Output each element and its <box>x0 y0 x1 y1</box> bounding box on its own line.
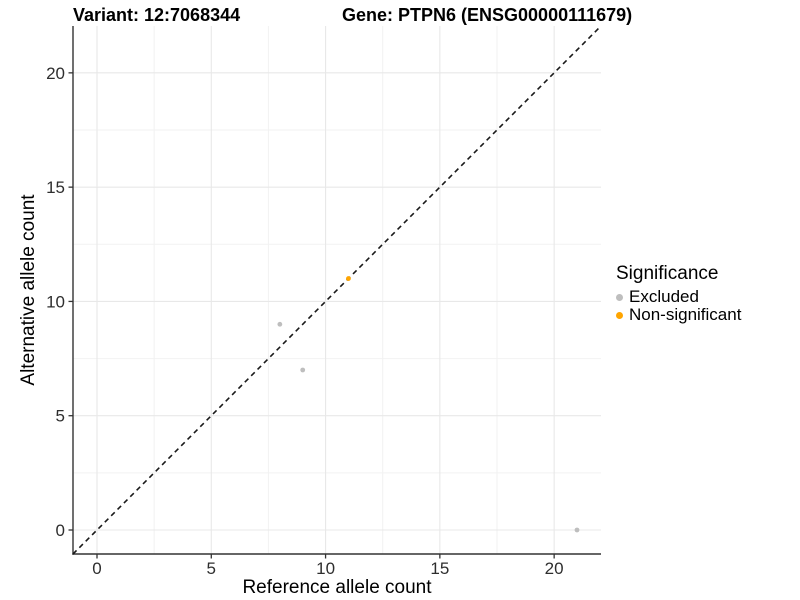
y-tick-label: 15 <box>46 178 65 197</box>
legend-item-non-significant: Non-significant <box>616 305 742 324</box>
y-tick-label: 0 <box>56 521 65 540</box>
x-axis-title: Reference allele count <box>242 577 432 598</box>
legend: Significance Excluded Non-significant <box>616 263 741 324</box>
x-tick-label: 20 <box>545 559 564 578</box>
y-tick-label: 20 <box>46 64 65 83</box>
legend-title: Significance <box>616 263 719 284</box>
x-tick-label: 0 <box>92 559 101 578</box>
data-point-excluded <box>300 367 306 373</box>
legend-item-excluded: Excluded <box>616 287 741 306</box>
data-point-excluded <box>277 321 283 327</box>
plot-title-variant: Variant: 12:7068344 <box>73 5 241 25</box>
x-tick-label: 15 <box>430 559 449 578</box>
data-point-non-significant <box>346 276 351 281</box>
y-axis-title: Alternative allele count <box>18 194 39 386</box>
x-tick-label: 10 <box>316 559 335 578</box>
y-tick-label: 10 <box>46 292 65 311</box>
legend-label-non-significant: Non-significant <box>629 305 742 324</box>
data-point-excluded <box>574 527 580 533</box>
legend-label-excluded: Excluded <box>629 287 699 306</box>
plot-title-gene: Gene: PTPN6 (ENSG00000111679) <box>342 5 633 25</box>
y-tick-label: 5 <box>56 407 65 426</box>
excluded-point-icon <box>616 293 623 301</box>
x-tick-label: 5 <box>207 559 216 578</box>
non-significant-point-icon <box>616 311 623 319</box>
identity-reference-line <box>72 25 602 555</box>
